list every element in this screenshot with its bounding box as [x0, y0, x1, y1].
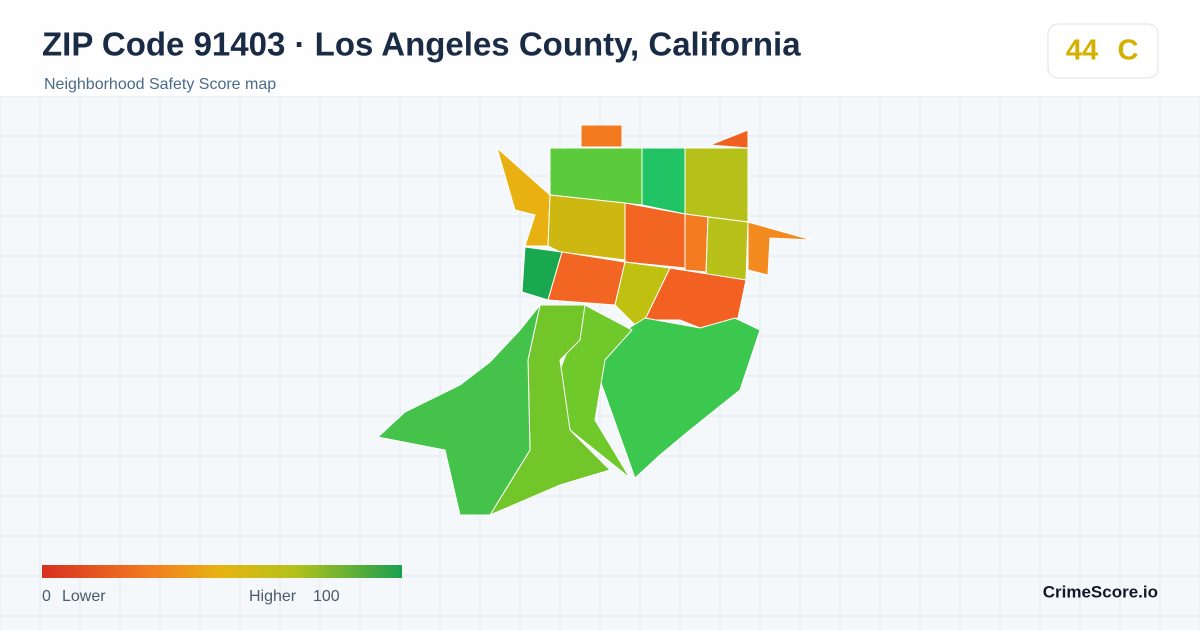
area [547, 194, 626, 261]
legend-min: 0 [42, 588, 51, 605]
area [547, 251, 626, 306]
score-grade: C [1118, 35, 1139, 67]
subtitle: Neighborhood Safety Score map [44, 76, 276, 93]
header-bg [0, 0, 1200, 96]
area [705, 216, 749, 281]
legend-min-label: Lower [62, 588, 106, 605]
brand: CrimeScore.io [1043, 582, 1158, 601]
legend-max: 100 [313, 588, 340, 605]
score-box [1047, 23, 1159, 79]
area [641, 147, 686, 215]
area [747, 221, 813, 276]
area [580, 124, 623, 148]
area [684, 147, 749, 223]
legend-max-label: Higher [249, 588, 297, 605]
title: ZIP Code 91403 · Los Angeles County, Cal… [42, 26, 801, 63]
area [624, 202, 686, 269]
score-value: 44 [1066, 35, 1098, 67]
map [376, 124, 813, 517]
legend-bar [42, 565, 402, 578]
grid [0, 95, 1200, 630]
area [376, 304, 541, 516]
area [709, 129, 749, 149]
area [684, 213, 709, 273]
